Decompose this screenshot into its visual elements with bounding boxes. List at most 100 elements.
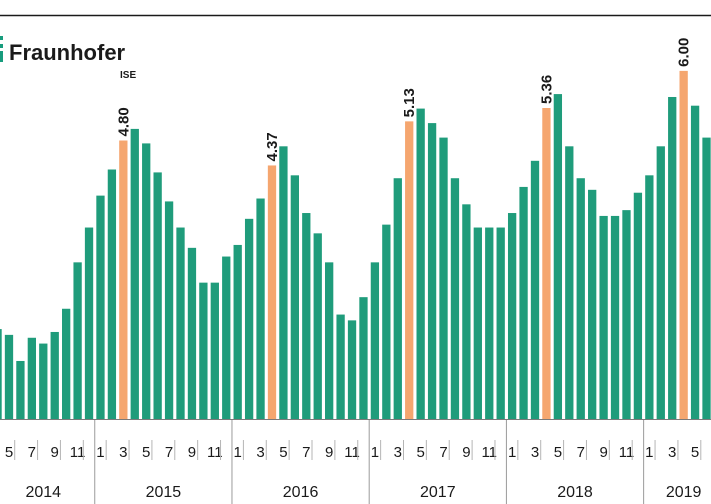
fraunhofer-logo-icon bbox=[0, 36, 3, 62]
month-tick-label: 11 bbox=[207, 444, 223, 461]
month-tick-label: 9 bbox=[325, 444, 333, 461]
month-tick-label: 9 bbox=[51, 444, 59, 461]
bar-2015-07 bbox=[164, 201, 174, 419]
brand-logo: Fraunhofer ISE bbox=[0, 36, 136, 81]
bar-2018-05 bbox=[553, 94, 563, 419]
bar-2017-09 bbox=[462, 204, 471, 419]
month-tick-label: 1 bbox=[508, 444, 516, 461]
bar-2016-06 bbox=[290, 175, 300, 419]
bar-2014-07 bbox=[27, 337, 36, 419]
month-tick-label: 3 bbox=[531, 444, 539, 461]
month-tick-label: 5 bbox=[416, 444, 424, 461]
month-tick-label: 3 bbox=[119, 444, 127, 461]
bar-2015-06 bbox=[153, 172, 162, 419]
bar-2015-11 bbox=[210, 282, 219, 419]
bar-2017-07 bbox=[439, 137, 448, 419]
bar-2017-03 bbox=[393, 178, 402, 419]
month-tick-label: 7 bbox=[439, 444, 447, 461]
bars bbox=[0, 70, 711, 420]
bar-2015-04 bbox=[130, 128, 139, 419]
bar-2018-08 bbox=[588, 189, 597, 419]
month-tick-label: 5 bbox=[5, 444, 13, 461]
bar-2015-12 bbox=[222, 256, 231, 419]
month-tick-label: 7 bbox=[302, 444, 310, 461]
bar-2015-02 bbox=[107, 169, 117, 419]
bar-2017-02 bbox=[382, 224, 391, 419]
bar-2018-03 bbox=[530, 160, 540, 419]
bar-2018-02 bbox=[519, 186, 528, 419]
brand-sub: ISE bbox=[120, 70, 136, 81]
year-label: 2017 bbox=[420, 484, 456, 501]
bar-2016-09 bbox=[325, 262, 334, 419]
bar-2014-04 bbox=[0, 329, 2, 419]
month-tick-label: 11 bbox=[481, 444, 497, 461]
bar-2014-08 bbox=[39, 343, 48, 419]
bar-2015-10 bbox=[199, 282, 208, 419]
month-tick-label: 7 bbox=[28, 444, 36, 461]
bar-2019-04 bbox=[679, 70, 688, 419]
month-tick-label: 1 bbox=[234, 444, 242, 461]
bar-2016-05 bbox=[279, 146, 288, 419]
month-tick-label: 9 bbox=[462, 444, 470, 461]
bar-2014-11 bbox=[73, 262, 82, 419]
bar-2018-09 bbox=[599, 215, 608, 419]
brand-name: Fraunhofer bbox=[9, 40, 126, 65]
bar-2015-03 bbox=[119, 140, 128, 419]
data-labels: 4.80 4.37 5.13 5.36 6.00 bbox=[115, 38, 692, 162]
bar-2014-06 bbox=[16, 360, 25, 419]
data-label: 4.37 bbox=[264, 132, 281, 161]
bar-2017-10 bbox=[473, 227, 482, 419]
data-label: 5.36 bbox=[538, 75, 555, 104]
month-tick-label: 3 bbox=[394, 444, 402, 461]
month-tick-label: 5 bbox=[279, 444, 287, 461]
bar-2015-08 bbox=[176, 227, 185, 419]
bar-2016-07 bbox=[302, 213, 311, 419]
month-tick-label: 5 bbox=[691, 444, 699, 461]
data-label: 6.00 bbox=[676, 38, 693, 67]
bar-2017-08 bbox=[450, 178, 460, 419]
bar-2017-04 bbox=[405, 121, 414, 420]
bar-2016-08 bbox=[313, 233, 322, 419]
month-tick-label: 1 bbox=[371, 444, 379, 461]
month-tick-label: 3 bbox=[256, 444, 264, 461]
month-tick-label: 1 bbox=[645, 444, 653, 461]
month-tick-label: 7 bbox=[577, 444, 585, 461]
data-label: 5.13 bbox=[401, 88, 418, 117]
bar-2016-11 bbox=[347, 320, 357, 419]
bar-2016-03 bbox=[256, 198, 265, 419]
bar-2015-09 bbox=[187, 247, 197, 419]
month-tick-label: 1 bbox=[96, 444, 104, 461]
bar-2016-10 bbox=[336, 314, 345, 419]
bar-2016-12 bbox=[359, 297, 368, 419]
year-label: 2014 bbox=[25, 484, 61, 501]
bar-2018-11 bbox=[622, 210, 631, 419]
bar-2018-10 bbox=[610, 215, 620, 419]
bar-2018-06 bbox=[565, 146, 574, 419]
bar-2015-05 bbox=[142, 143, 151, 419]
month-tick-label: 3 bbox=[668, 444, 676, 461]
bar-2017-11 bbox=[485, 227, 494, 419]
year-label: 2019 bbox=[666, 484, 702, 501]
month-tick-label: 7 bbox=[165, 444, 173, 461]
bar-2019-03 bbox=[668, 96, 677, 420]
bar-2017-05 bbox=[416, 108, 425, 419]
year-label: 2015 bbox=[146, 484, 182, 501]
data-label: 4.80 bbox=[115, 107, 132, 136]
month-tick-label: 5 bbox=[142, 444, 150, 461]
bar-2019-02 bbox=[656, 146, 665, 419]
month-tick-labels: 5791113579111357911135791113579111357 bbox=[5, 440, 702, 461]
bar-2016-04 bbox=[267, 165, 277, 419]
month-tick-label: 9 bbox=[188, 444, 196, 461]
year-dividers bbox=[94, 420, 645, 504]
bar-2018-04 bbox=[542, 108, 551, 419]
bar-2017-01 bbox=[370, 262, 380, 419]
bar-2014-12 bbox=[84, 227, 94, 419]
bar-2019-05 bbox=[690, 105, 700, 419]
bar-2015-01 bbox=[96, 195, 105, 419]
bar-2014-05 bbox=[4, 334, 14, 419]
bar-2014-09 bbox=[50, 331, 59, 419]
month-tick-label: 11 bbox=[619, 444, 635, 461]
bar-2019-01 bbox=[645, 175, 654, 419]
